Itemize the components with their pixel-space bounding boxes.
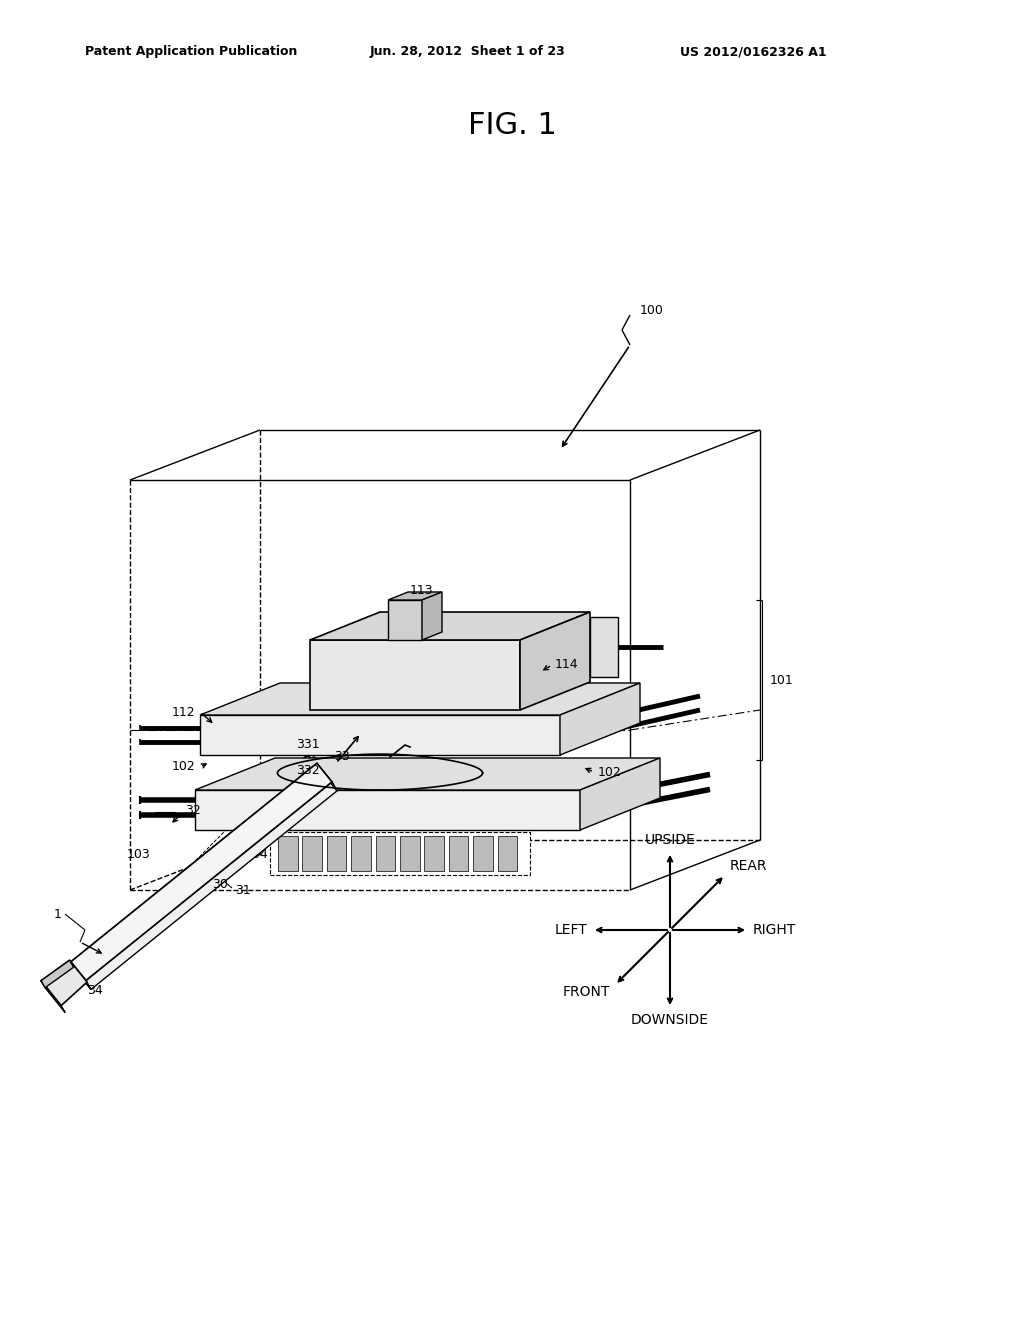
Text: 33: 33 [334,750,349,763]
Text: RIGHT: RIGHT [753,923,797,937]
Polygon shape [200,682,640,715]
Text: 331: 331 [296,738,319,751]
Text: 104: 104 [245,849,268,862]
Text: 102: 102 [598,766,622,779]
Polygon shape [310,612,590,640]
Text: 30: 30 [212,878,228,891]
Polygon shape [422,591,442,640]
Text: US 2012/0162326 A1: US 2012/0162326 A1 [680,45,826,58]
Text: UPSIDE: UPSIDE [645,833,695,847]
Text: 120: 120 [206,847,230,861]
Text: 113: 113 [410,583,433,597]
Polygon shape [473,836,493,871]
Text: 32: 32 [185,804,201,817]
Text: REAR: REAR [730,859,768,873]
Polygon shape [388,601,422,640]
Polygon shape [316,763,337,791]
Text: FIG. 1: FIG. 1 [468,111,556,140]
Text: Patent Application Publication: Patent Application Publication [85,45,297,58]
Text: 103: 103 [126,849,150,862]
Polygon shape [310,640,520,710]
Text: LEFT: LEFT [554,923,587,937]
Polygon shape [71,962,91,990]
Polygon shape [388,591,442,601]
Polygon shape [41,981,66,1012]
Text: 112: 112 [171,705,195,718]
Polygon shape [400,836,420,871]
Polygon shape [41,960,74,987]
Polygon shape [351,836,371,871]
Text: 100: 100 [640,304,664,317]
Polygon shape [270,832,530,875]
Text: 102: 102 [171,760,195,774]
Polygon shape [327,836,346,871]
Text: FRONT: FRONT [562,985,610,999]
Polygon shape [71,763,322,970]
Polygon shape [590,616,618,677]
Polygon shape [41,960,87,1006]
Polygon shape [86,781,337,990]
Polygon shape [278,836,298,871]
Polygon shape [195,789,580,830]
Text: 34: 34 [87,983,102,997]
Text: 31: 31 [234,883,251,896]
Text: DOWNSIDE: DOWNSIDE [631,1012,709,1027]
Polygon shape [195,758,660,789]
Text: 114: 114 [555,659,579,672]
Polygon shape [520,612,590,710]
Polygon shape [376,836,395,871]
Polygon shape [498,836,517,871]
Polygon shape [302,836,322,871]
Polygon shape [560,682,640,755]
Text: 101: 101 [770,673,794,686]
Text: 332: 332 [296,764,319,776]
Text: Jun. 28, 2012  Sheet 1 of 23: Jun. 28, 2012 Sheet 1 of 23 [370,45,565,58]
Polygon shape [200,715,560,755]
Polygon shape [424,836,443,871]
Text: 1: 1 [54,908,61,920]
Polygon shape [71,763,332,981]
Polygon shape [449,836,468,871]
Polygon shape [580,758,660,830]
